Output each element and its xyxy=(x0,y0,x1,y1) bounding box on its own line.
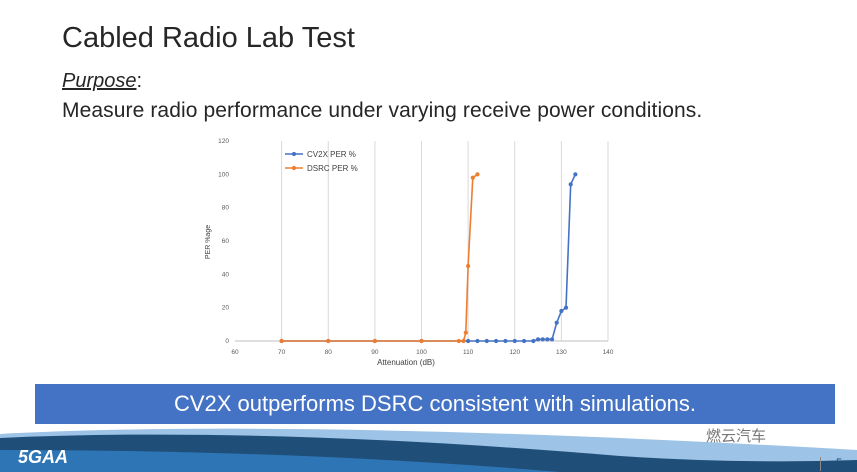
x-tick-label: 70 xyxy=(278,349,286,356)
dsrc-data-point xyxy=(419,338,424,344)
chart-legend: CV2X PER % DSRC PER % xyxy=(285,150,358,173)
purpose-label: Purpose: xyxy=(62,70,142,93)
cv2x-data-point xyxy=(503,338,508,344)
x-tick-label: 110 xyxy=(463,349,474,356)
y-tick-label: 100 xyxy=(218,171,229,178)
x-tick-label: 130 xyxy=(556,349,567,356)
cv2x-data-point xyxy=(494,338,499,344)
purpose-text: Measure radio performance under varying … xyxy=(62,99,703,122)
dsrc-legend-marker xyxy=(291,165,297,171)
cv2x-data-point xyxy=(484,338,489,344)
purpose-colon: : xyxy=(136,70,143,92)
cv2x-data-point xyxy=(535,337,541,342)
y-tick-label: 20 xyxy=(222,305,230,312)
x-axis-label: Attenuation (dB) xyxy=(377,358,435,367)
page-number: 5 xyxy=(836,457,843,469)
y-tick-label: 60 xyxy=(222,238,230,245)
cv2x-data-point xyxy=(521,338,527,344)
chart-ticks: 60 70 80 90 100 110 120 130 140 0 20 40 60 80 100 120 xyxy=(218,138,614,356)
cv2x-data-point xyxy=(540,337,545,342)
x-tick-label: 120 xyxy=(509,349,520,356)
dsrc-data-point xyxy=(461,338,466,344)
cv2x-data-point xyxy=(573,172,578,177)
slide-title: Cabled Radio Lab Test xyxy=(62,22,355,54)
cv2x-series-line xyxy=(281,173,577,342)
cv2x-data-point xyxy=(466,338,471,344)
footer-band xyxy=(0,428,857,472)
cv2x-legend-marker xyxy=(291,151,297,157)
cv2x-data-point xyxy=(559,308,564,314)
cv2x-data-point xyxy=(563,305,569,310)
cv2x-data-point xyxy=(475,338,480,344)
5gaa-logo: 5GAA xyxy=(18,447,69,467)
per-chart: 60 70 80 90 100 110 120 130 140 0 20 40 60 80 100 120 A… xyxy=(205,138,614,367)
y-tick-label: 80 xyxy=(222,205,230,212)
dsrc-series-line xyxy=(281,173,478,342)
dsrc-data-point xyxy=(279,338,284,344)
y-tick-label: 120 xyxy=(218,138,229,145)
dsrc-legend-label: DSRC PER % xyxy=(307,164,358,173)
dsrc-data-point xyxy=(372,338,377,344)
x-tick-label: 60 xyxy=(231,349,239,356)
cv2x-data-point xyxy=(512,338,517,344)
x-tick-label: 90 xyxy=(371,349,379,356)
x-tick-label: 80 xyxy=(325,349,333,356)
cv2x-data-point xyxy=(531,338,536,344)
dsrc-data-point xyxy=(475,172,480,177)
x-tick-label: 140 xyxy=(603,349,614,356)
dsrc-data-point xyxy=(326,338,331,344)
dsrc-data-point xyxy=(470,175,475,180)
chart-series xyxy=(279,172,578,344)
summary-banner: CV2X outperforms DSRC consistent with si… xyxy=(35,384,835,424)
dsrc-data-point xyxy=(466,263,471,269)
y-axis-label: PER %age xyxy=(205,225,212,259)
wechat-watermark: 燃云汽车 xyxy=(706,428,767,445)
dsrc-data-point xyxy=(463,330,468,335)
cv2x-legend-label: CV2X PER % xyxy=(307,150,356,159)
cv2x-data-point xyxy=(549,337,555,342)
cv2x-data-point xyxy=(568,182,573,187)
page-number-divider xyxy=(820,457,821,471)
y-tick-label: 0 xyxy=(225,338,229,345)
cv2x-data-point xyxy=(545,337,550,342)
purpose-label-text: Purpose xyxy=(62,70,137,92)
chart-grid xyxy=(281,141,609,341)
y-tick-label: 40 xyxy=(222,271,230,278)
dsrc-data-point xyxy=(456,338,461,344)
cv2x-data-point xyxy=(554,320,559,325)
x-tick-label: 100 xyxy=(416,349,427,356)
